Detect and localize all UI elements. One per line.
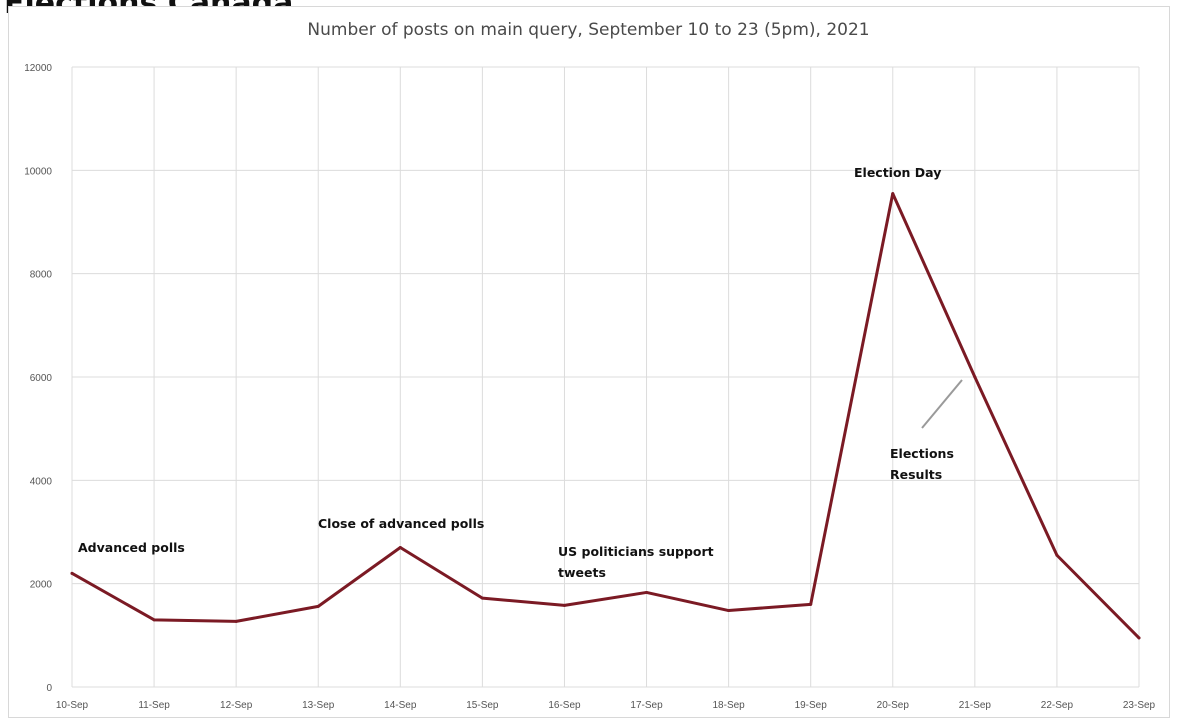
x-tick-label: 16-Sep (548, 700, 581, 711)
data-point (809, 602, 813, 606)
series-group (70, 192, 1141, 640)
y-tick-label: 6000 (30, 373, 53, 384)
y-tick-label: 2000 (30, 580, 53, 591)
annotation-label: Advanced polls (78, 540, 185, 555)
data-point (645, 590, 649, 594)
data-point (70, 571, 74, 575)
data-point (562, 603, 566, 607)
data-point (152, 618, 156, 622)
data-point (727, 609, 731, 613)
chart-title: Number of posts on main query, September… (307, 20, 870, 40)
data-point (234, 619, 238, 623)
x-tick-label: 14-Sep (384, 700, 417, 711)
data-point (973, 375, 977, 379)
x-tick-label: 15-Sep (466, 700, 499, 711)
data-point (316, 604, 320, 608)
x-tick-label: 18-Sep (712, 700, 745, 711)
annotation-label: Election Day (854, 165, 941, 180)
data-point (480, 596, 484, 600)
x-tick-label: 23-Sep (1123, 700, 1156, 711)
data-point (1137, 636, 1141, 640)
y-tick-label: 12000 (24, 63, 52, 74)
series-line-0 (70, 192, 1141, 640)
chart-frame (8, 6, 1170, 718)
x-tick-label: 22-Sep (1041, 700, 1074, 711)
x-tick-label: 12-Sep (220, 700, 253, 711)
x-tick-label: 17-Sep (630, 700, 663, 711)
annotation-label: Elections Results (890, 446, 954, 482)
x-axis-ticks: 10-Sep 11-Sep 12-Sep 13-Sep 14-Sep 15-Sep 16-S… (56, 700, 1156, 711)
annotations-group: Advanced polls Close of advanced polls US … (78, 165, 963, 580)
annotation-label: Close of advanced polls (318, 516, 484, 531)
x-tick-label: 11-Sep (138, 700, 170, 711)
annotation-label: US politicians support tweets (558, 544, 714, 580)
y-tick-label: 4000 (30, 476, 53, 487)
data-point (398, 546, 402, 549)
data-point (891, 192, 895, 196)
x-tick-label: 10-Sep (56, 700, 89, 711)
data-point (1055, 553, 1059, 557)
annotation-pointer-line (921, 379, 963, 429)
x-tick-label: 21-Sep (959, 700, 992, 711)
y-tick-label: 0 (46, 683, 52, 694)
x-tick-label: 20-Sep (877, 700, 910, 711)
grid-lines (71, 66, 1140, 688)
y-tick-label: 8000 (30, 270, 53, 281)
x-tick-label: 13-Sep (302, 700, 335, 711)
x-tick-label: 19-Sep (795, 700, 828, 711)
y-axis-ticks: 0 2000 4000 6000 8000 10000 12000 (24, 63, 52, 694)
y-tick-label: 10000 (24, 166, 52, 177)
